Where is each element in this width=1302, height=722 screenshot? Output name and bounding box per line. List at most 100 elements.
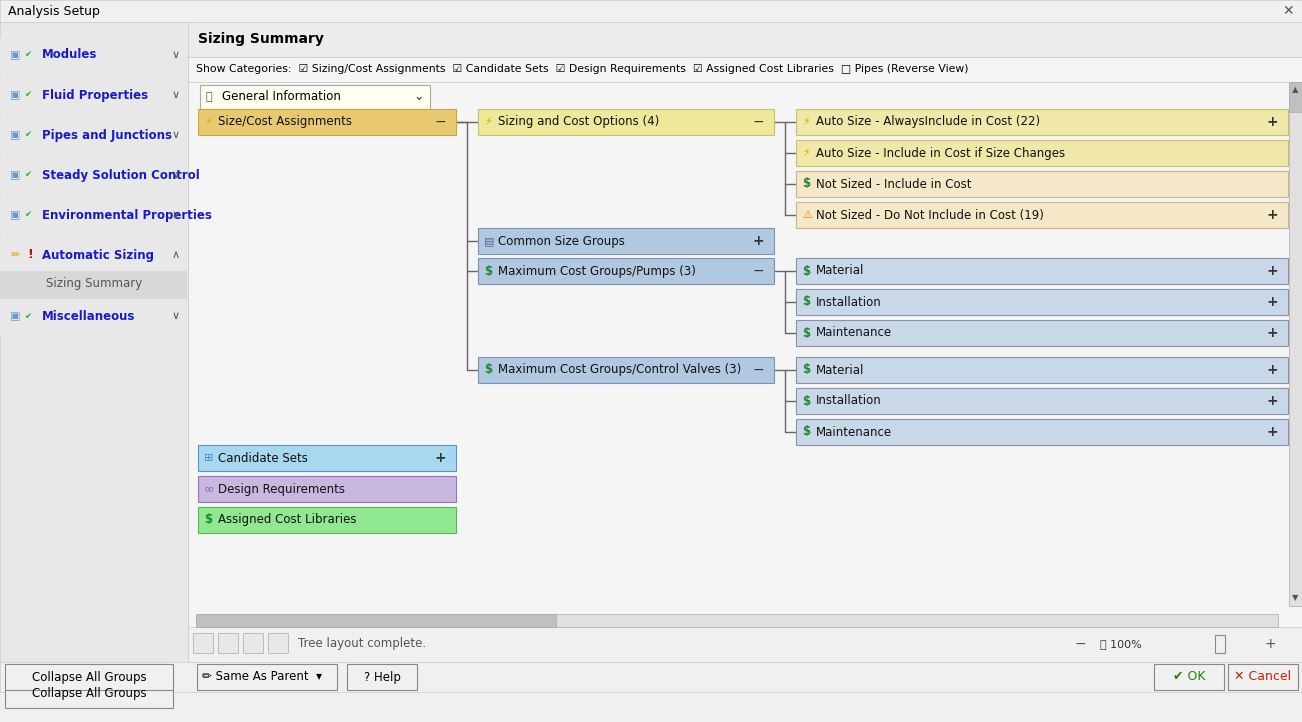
Text: !: ! bbox=[27, 248, 33, 261]
Text: Assigned Cost Libraries: Assigned Cost Libraries bbox=[217, 513, 357, 526]
Text: −: − bbox=[1074, 637, 1086, 651]
FancyBboxPatch shape bbox=[5, 664, 173, 690]
FancyBboxPatch shape bbox=[243, 633, 263, 653]
FancyBboxPatch shape bbox=[1215, 635, 1225, 653]
Text: Auto Size - Include in Cost if Size Changes: Auto Size - Include in Cost if Size Chan… bbox=[816, 147, 1065, 160]
FancyBboxPatch shape bbox=[197, 664, 337, 690]
Text: ∨: ∨ bbox=[172, 311, 180, 321]
Text: Not Sized - Include in Cost: Not Sized - Include in Cost bbox=[816, 178, 971, 191]
Text: ✔: ✔ bbox=[25, 51, 31, 59]
Text: ▣: ▣ bbox=[9, 210, 21, 220]
FancyBboxPatch shape bbox=[198, 109, 456, 135]
FancyBboxPatch shape bbox=[348, 664, 417, 690]
FancyBboxPatch shape bbox=[217, 633, 238, 653]
FancyBboxPatch shape bbox=[796, 419, 1288, 445]
FancyBboxPatch shape bbox=[796, 171, 1288, 197]
FancyBboxPatch shape bbox=[796, 357, 1288, 383]
Text: $: $ bbox=[802, 326, 810, 339]
Text: ✏: ✏ bbox=[10, 250, 20, 260]
FancyBboxPatch shape bbox=[0, 271, 187, 299]
Text: 🗒: 🗒 bbox=[204, 92, 212, 102]
Text: +: + bbox=[753, 234, 764, 248]
Text: −: − bbox=[753, 363, 764, 377]
Text: ⚡: ⚡ bbox=[802, 148, 810, 158]
Text: −: − bbox=[435, 115, 447, 129]
Text: ⚡: ⚡ bbox=[484, 117, 492, 127]
FancyBboxPatch shape bbox=[0, 118, 187, 156]
Text: ✔: ✔ bbox=[25, 311, 31, 321]
Text: ∨: ∨ bbox=[172, 90, 180, 100]
FancyBboxPatch shape bbox=[201, 85, 430, 109]
Text: $: $ bbox=[802, 394, 810, 407]
FancyBboxPatch shape bbox=[1228, 664, 1298, 690]
Text: $: $ bbox=[802, 363, 810, 376]
Text: $: $ bbox=[484, 363, 492, 376]
FancyBboxPatch shape bbox=[193, 633, 214, 653]
Text: Environmental Properties: Environmental Properties bbox=[42, 209, 212, 222]
Text: ✕: ✕ bbox=[1282, 4, 1294, 18]
Text: Design Requirements: Design Requirements bbox=[217, 482, 345, 495]
Text: ▲: ▲ bbox=[1292, 85, 1298, 95]
FancyBboxPatch shape bbox=[268, 633, 288, 653]
Text: Pipes and Junctions: Pipes and Junctions bbox=[42, 129, 172, 142]
FancyBboxPatch shape bbox=[478, 228, 773, 254]
FancyBboxPatch shape bbox=[198, 445, 456, 471]
Text: −: − bbox=[753, 115, 764, 129]
FancyBboxPatch shape bbox=[0, 299, 187, 337]
Text: Size/Cost Assignments: Size/Cost Assignments bbox=[217, 116, 352, 129]
Text: +: + bbox=[1267, 425, 1279, 439]
Text: ✔: ✔ bbox=[25, 211, 31, 219]
Text: ✕ Cancel: ✕ Cancel bbox=[1234, 671, 1292, 684]
Text: Material: Material bbox=[816, 264, 865, 277]
Text: Modules: Modules bbox=[42, 48, 98, 61]
Text: ▼: ▼ bbox=[1292, 593, 1298, 602]
FancyBboxPatch shape bbox=[187, 22, 1302, 682]
Text: ∞: ∞ bbox=[204, 482, 215, 495]
Text: General Information: General Information bbox=[223, 90, 341, 103]
FancyBboxPatch shape bbox=[478, 258, 773, 284]
Text: $: $ bbox=[802, 178, 810, 191]
FancyBboxPatch shape bbox=[187, 627, 1302, 662]
Text: ▣: ▣ bbox=[9, 90, 21, 100]
Text: Maintenance: Maintenance bbox=[816, 425, 892, 438]
Text: ✔: ✔ bbox=[25, 90, 31, 100]
Text: +: + bbox=[1267, 326, 1279, 340]
Text: −: − bbox=[753, 264, 764, 278]
Text: Installation: Installation bbox=[816, 394, 881, 407]
Text: +: + bbox=[1264, 637, 1276, 651]
Text: $: $ bbox=[802, 425, 810, 438]
Text: Show Categories:  ☑ Sizing/Cost Assignments  ☑ Candidate Sets  ☑ Design Requirem: Show Categories: ☑ Sizing/Cost Assignmen… bbox=[197, 64, 969, 74]
Text: ∨: ∨ bbox=[172, 170, 180, 180]
Text: Not Sized - Do Not Include in Cost (19): Not Sized - Do Not Include in Cost (19) bbox=[816, 209, 1044, 222]
FancyBboxPatch shape bbox=[796, 109, 1288, 135]
FancyBboxPatch shape bbox=[1289, 82, 1302, 606]
Text: ∧: ∧ bbox=[172, 250, 180, 260]
Text: ✏ Same As Parent  ▾: ✏ Same As Parent ▾ bbox=[202, 671, 322, 684]
Text: $: $ bbox=[204, 513, 212, 526]
FancyBboxPatch shape bbox=[796, 140, 1288, 166]
Text: ▤: ▤ bbox=[484, 236, 495, 246]
Text: ⌄: ⌄ bbox=[414, 90, 424, 103]
Text: +: + bbox=[1267, 363, 1279, 377]
Text: Material: Material bbox=[816, 363, 865, 376]
Text: ⚡: ⚡ bbox=[204, 117, 212, 127]
FancyBboxPatch shape bbox=[796, 320, 1288, 346]
FancyBboxPatch shape bbox=[0, 238, 187, 276]
FancyBboxPatch shape bbox=[187, 22, 1302, 57]
Text: ▣: ▣ bbox=[9, 311, 21, 321]
Text: Sizing Summary: Sizing Summary bbox=[46, 277, 142, 290]
FancyBboxPatch shape bbox=[0, 662, 1302, 692]
FancyBboxPatch shape bbox=[478, 109, 773, 135]
FancyBboxPatch shape bbox=[796, 388, 1288, 414]
FancyBboxPatch shape bbox=[0, 0, 1302, 22]
FancyBboxPatch shape bbox=[0, 198, 187, 236]
Text: ✔: ✔ bbox=[25, 131, 31, 139]
Text: +: + bbox=[1267, 394, 1279, 408]
FancyBboxPatch shape bbox=[197, 614, 1279, 627]
FancyBboxPatch shape bbox=[1154, 664, 1224, 690]
Text: Maximum Cost Groups/Pumps (3): Maximum Cost Groups/Pumps (3) bbox=[497, 264, 695, 277]
FancyBboxPatch shape bbox=[0, 22, 187, 682]
Text: ∨: ∨ bbox=[172, 210, 180, 220]
Text: ⊞: ⊞ bbox=[204, 453, 214, 463]
Text: Sizing and Cost Options (4): Sizing and Cost Options (4) bbox=[497, 116, 659, 129]
